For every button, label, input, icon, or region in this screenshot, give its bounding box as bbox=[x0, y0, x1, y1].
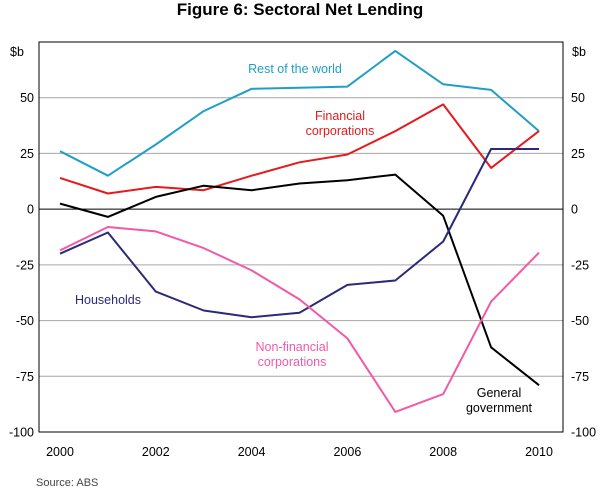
series-lines bbox=[59, 49, 540, 413]
series-line-general-government bbox=[59, 173, 540, 386]
x-tick: 2010 bbox=[525, 445, 553, 459]
plot-frame bbox=[38, 41, 564, 433]
x-tick: 2000 bbox=[46, 445, 74, 459]
y-tick-right: -25 bbox=[571, 258, 589, 272]
y-tick-left: -25 bbox=[16, 258, 34, 272]
x-tick: 2008 bbox=[429, 445, 457, 459]
y-tick-left: 0 bbox=[27, 203, 34, 217]
annotation-financial-corporations: Financial corporations bbox=[306, 109, 375, 138]
axis-ticks: -100 -100 -75 -75 -50 -50 -25 -25 0 0 25 25 50 50 2000… bbox=[9, 91, 596, 459]
gridlines bbox=[39, 97, 563, 377]
y-unit-left: $b bbox=[10, 45, 24, 59]
annotation-line: government bbox=[466, 401, 533, 415]
x-tick: 2006 bbox=[333, 445, 361, 459]
x-tick: 2004 bbox=[238, 445, 266, 459]
y-tick-right: 0 bbox=[571, 203, 578, 217]
annotation-general-government: General government bbox=[466, 386, 533, 415]
annotation-line: corporations bbox=[258, 355, 327, 369]
y-tick-right: 50 bbox=[571, 91, 585, 105]
source-note: Source: ABS bbox=[36, 477, 98, 489]
y-tick-left: 25 bbox=[20, 147, 34, 161]
y-tick-left: -100 bbox=[9, 426, 34, 440]
annotation-line: General bbox=[477, 386, 521, 400]
y-tick-left: -75 bbox=[16, 370, 34, 384]
series-line-financial-corporations bbox=[59, 103, 540, 195]
x-tick: 2002 bbox=[142, 445, 170, 459]
y-tick-right: -100 bbox=[571, 426, 596, 440]
annotation-line: Financial bbox=[315, 109, 365, 123]
annotation-non-financial-corporations: Non-financial corporations bbox=[256, 340, 329, 369]
annotation-line: Households bbox=[75, 293, 141, 307]
series-line-rest-of-the-world bbox=[59, 49, 540, 177]
series-line-non-financial-corporations bbox=[59, 226, 540, 413]
annotation-households: Households bbox=[75, 293, 141, 307]
y-tick-left: 50 bbox=[20, 91, 34, 105]
chart-title: Figure 6: Sectoral Net Lending bbox=[177, 0, 424, 19]
series-line-households bbox=[59, 148, 539, 319]
y-tick-left: -50 bbox=[16, 314, 34, 328]
annotation-line: corporations bbox=[306, 124, 375, 138]
y-tick-right: 25 bbox=[571, 147, 585, 161]
annotation-line: Rest of the world bbox=[248, 62, 342, 76]
y-tick-right: -50 bbox=[571, 314, 589, 328]
annotation-rest-of-the-world: Rest of the world bbox=[248, 62, 342, 76]
annotation-line: Non-financial bbox=[256, 340, 329, 354]
y-unit-right: $b bbox=[572, 45, 586, 59]
y-tick-right: -75 bbox=[571, 370, 589, 384]
